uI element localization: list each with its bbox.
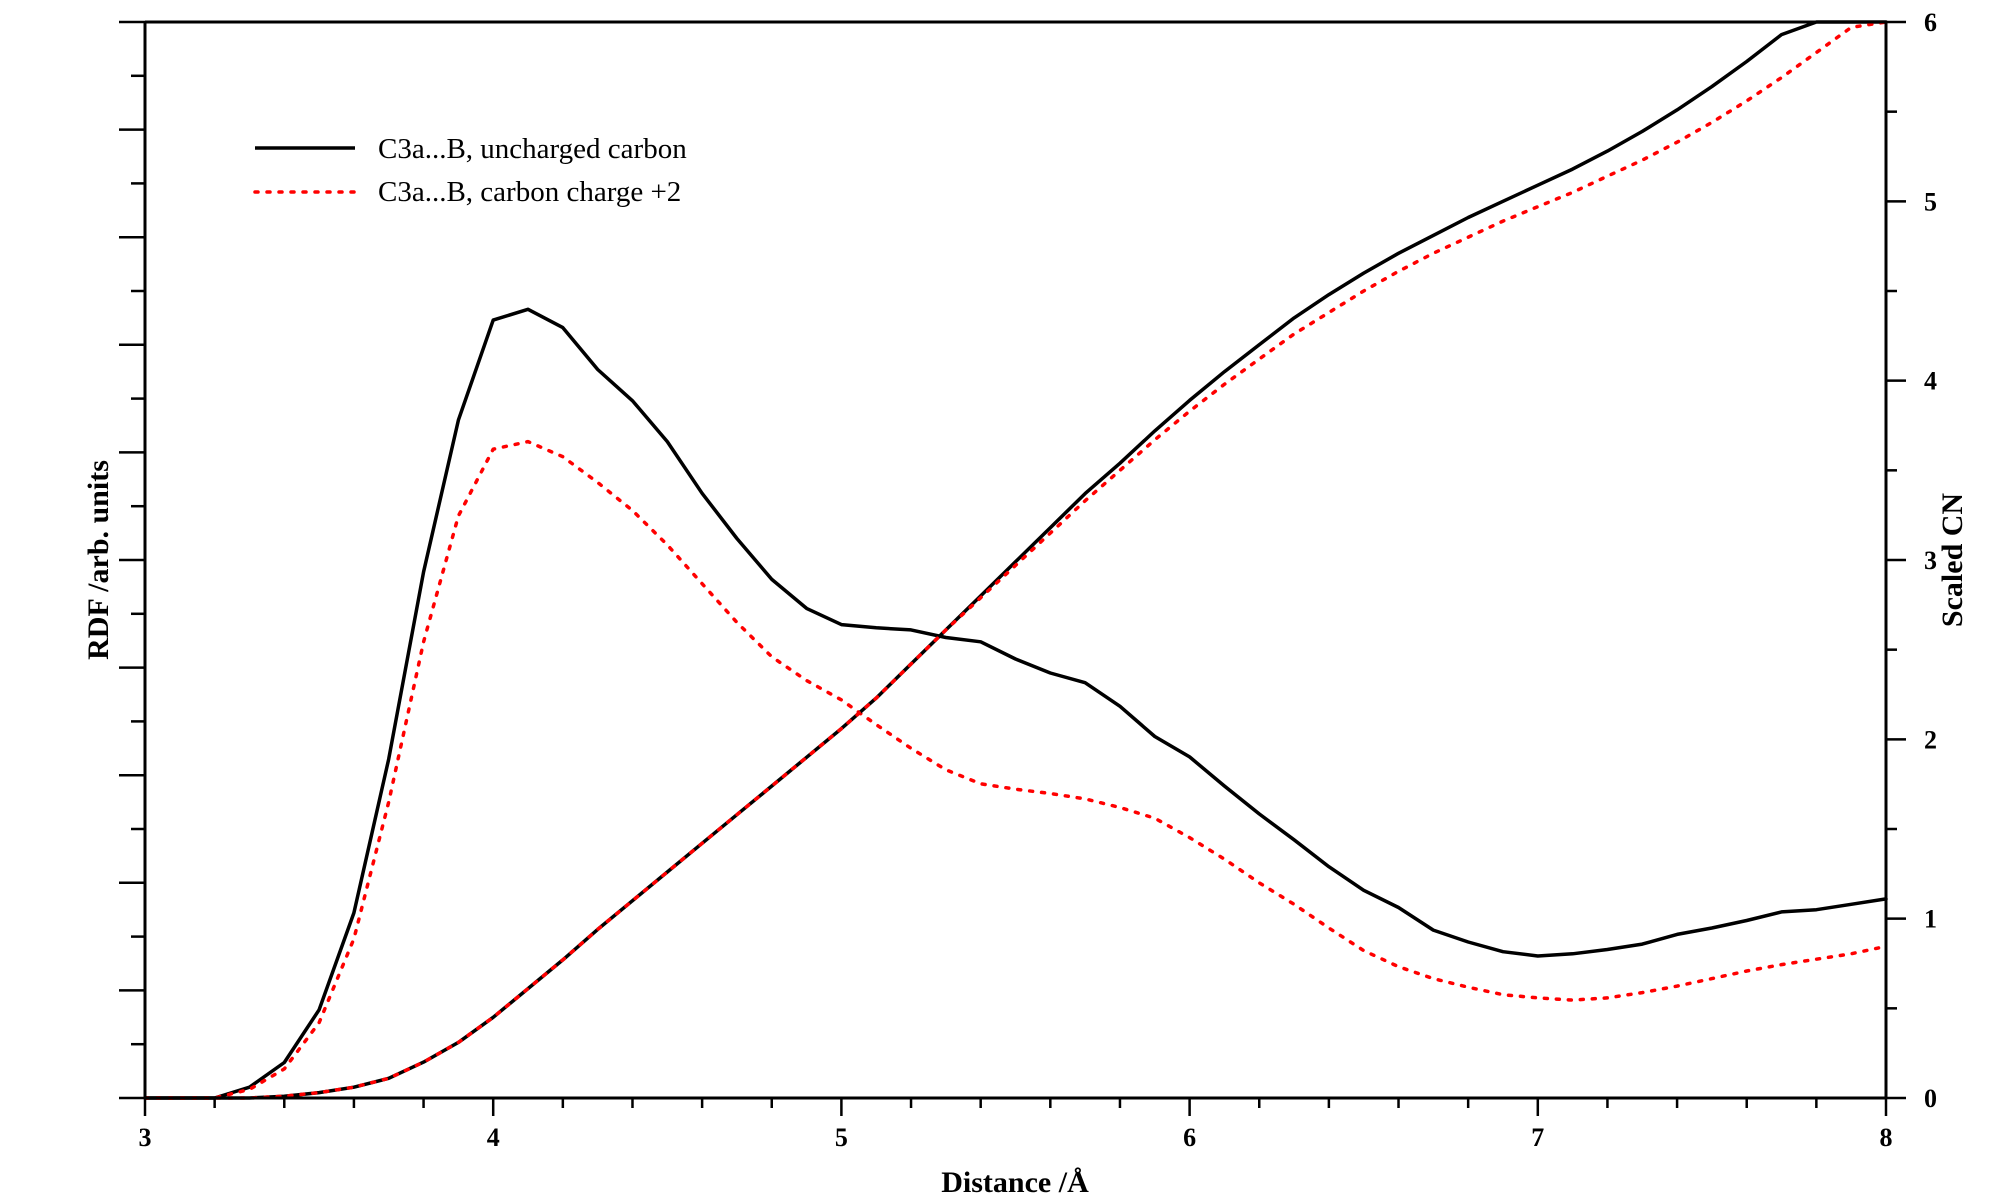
x-tick-label: 4	[487, 1123, 500, 1152]
y-right-tick-label: 2	[1924, 725, 1937, 754]
x-axis-title: Distance /Å	[941, 1166, 1089, 1199]
series-line-right-uncharged	[143, 20, 1888, 1100]
legend-label-uncharged: C3a...B, uncharged carbon	[378, 133, 687, 165]
ticks-layer	[119, 20, 1906, 1116]
series-line-right-charged	[143, 20, 1888, 1100]
y-axis-right-title: Scaled CN	[1936, 493, 1969, 628]
y-right-tick-label: 3	[1924, 546, 1937, 575]
labels-layer: 3 4 5 6 7 8 0 1 2 3 4 5 6	[139, 8, 1938, 1152]
y-right-tick-label: 0	[1924, 1084, 1937, 1113]
legend-label-charged: C3a...B, carbon charge +2	[378, 176, 681, 208]
series-layer	[143, 20, 1888, 1100]
series-line-left-uncharged	[143, 307, 1888, 1100]
x-tick-label: 3	[139, 1123, 152, 1152]
y-right-tick-label: 5	[1924, 187, 1937, 216]
legend: C3a...B, uncharged carbon C3a...B, carbo…	[253, 133, 687, 208]
y-right-tick-label: 1	[1924, 905, 1937, 934]
y-axis-left-title: RDF /arb. units	[82, 460, 115, 660]
y-right-tick-label: 4	[1924, 367, 1937, 396]
series-line-left-charged	[143, 439, 1888, 1100]
y-right-tick-label: 6	[1924, 8, 1937, 37]
x-tick-label: 6	[1183, 1123, 1196, 1152]
x-tick-label: 5	[835, 1123, 848, 1152]
x-tick-label: 7	[1531, 1123, 1544, 1152]
x-tick-label: 8	[1880, 1123, 1893, 1152]
